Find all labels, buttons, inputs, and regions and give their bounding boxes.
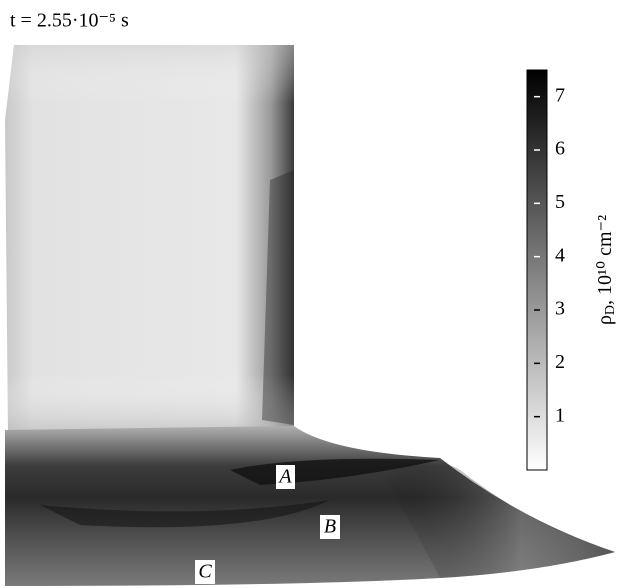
- annotation-box: [195, 560, 215, 584]
- colorbar-tick-label: 7: [555, 84, 565, 106]
- colorbar-tick-label: 3: [555, 298, 565, 320]
- density-field: [5, 45, 615, 586]
- annotation: A: [277, 466, 292, 488]
- block-shading: [5, 45, 294, 432]
- chart-title: t = 2.55·10⁻⁵ s: [10, 10, 129, 32]
- label-subscript: D: [603, 305, 618, 315]
- annotation: B: [324, 516, 336, 538]
- label-unit: , 10¹⁰ cm⁻²: [594, 215, 616, 305]
- colorbar-tick-label: 6: [555, 138, 565, 160]
- shear-band: [40, 500, 330, 528]
- edge-band: [262, 170, 294, 425]
- annotation-B: B: [320, 515, 340, 539]
- annotation-box: [276, 465, 295, 489]
- foot-tip: [380, 463, 615, 578]
- label-symbol: ρ: [594, 315, 616, 325]
- colorbar-label: ρD, 10¹⁰ cm⁻²: [594, 215, 618, 325]
- colorbar: [526, 69, 548, 471]
- annotation-A: A: [276, 465, 295, 489]
- colorbar-tick-label: 1: [555, 404, 565, 426]
- annotation: C: [198, 561, 212, 583]
- annotation-C: C: [195, 560, 215, 584]
- annotation-box: [320, 515, 340, 539]
- colorbar-tick-label: 2: [555, 351, 565, 373]
- colorbar-tick-label: 4: [555, 244, 565, 266]
- colorbar-tick-label: 5: [555, 191, 565, 213]
